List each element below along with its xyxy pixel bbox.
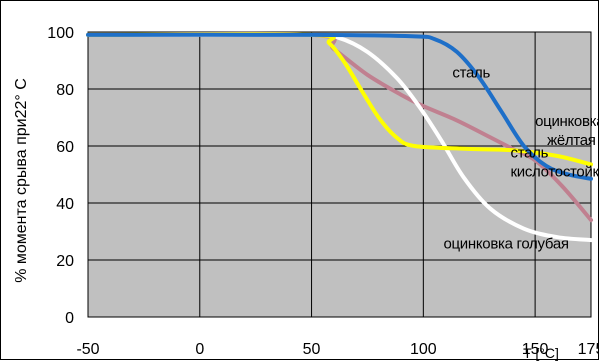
x-tick-label: 50 [303,341,321,358]
x-tick-label: 100 [410,341,437,358]
y-tick-label: 60 [56,139,74,156]
y-tick-label: 80 [56,82,74,99]
series-label-2: оцинковка жёлтая [535,113,599,149]
y-tick-label: 40 [56,196,74,213]
x-tick-label: 150 [522,341,549,358]
x-axis-label: T [°C] [523,345,559,361]
tick-labels: -50050100150175020406080100 [47,25,599,358]
series-line-1 [86,32,593,181]
x-tick-label: 175 [578,341,599,358]
plot-area [87,31,592,318]
x-tick-label: 0 [195,341,204,358]
series-labels: сталь оцинковкажёлтаясталькислотостойкая о… [443,65,599,253]
y-axis-label: % момента срыва при22° С [13,78,30,283]
series-label-3: сталькислотостойкая [511,144,599,180]
y-tick-label: 20 [56,253,74,270]
series-label-1: сталь [452,65,490,82]
y-tick-label: 100 [47,25,74,42]
series-label-4: оцинковка голубая [443,236,568,253]
y-tick-label: 0 [65,310,74,327]
grid-lines [87,31,592,318]
series-layer [86,31,593,243]
x-tick-label: -50 [76,341,99,358]
